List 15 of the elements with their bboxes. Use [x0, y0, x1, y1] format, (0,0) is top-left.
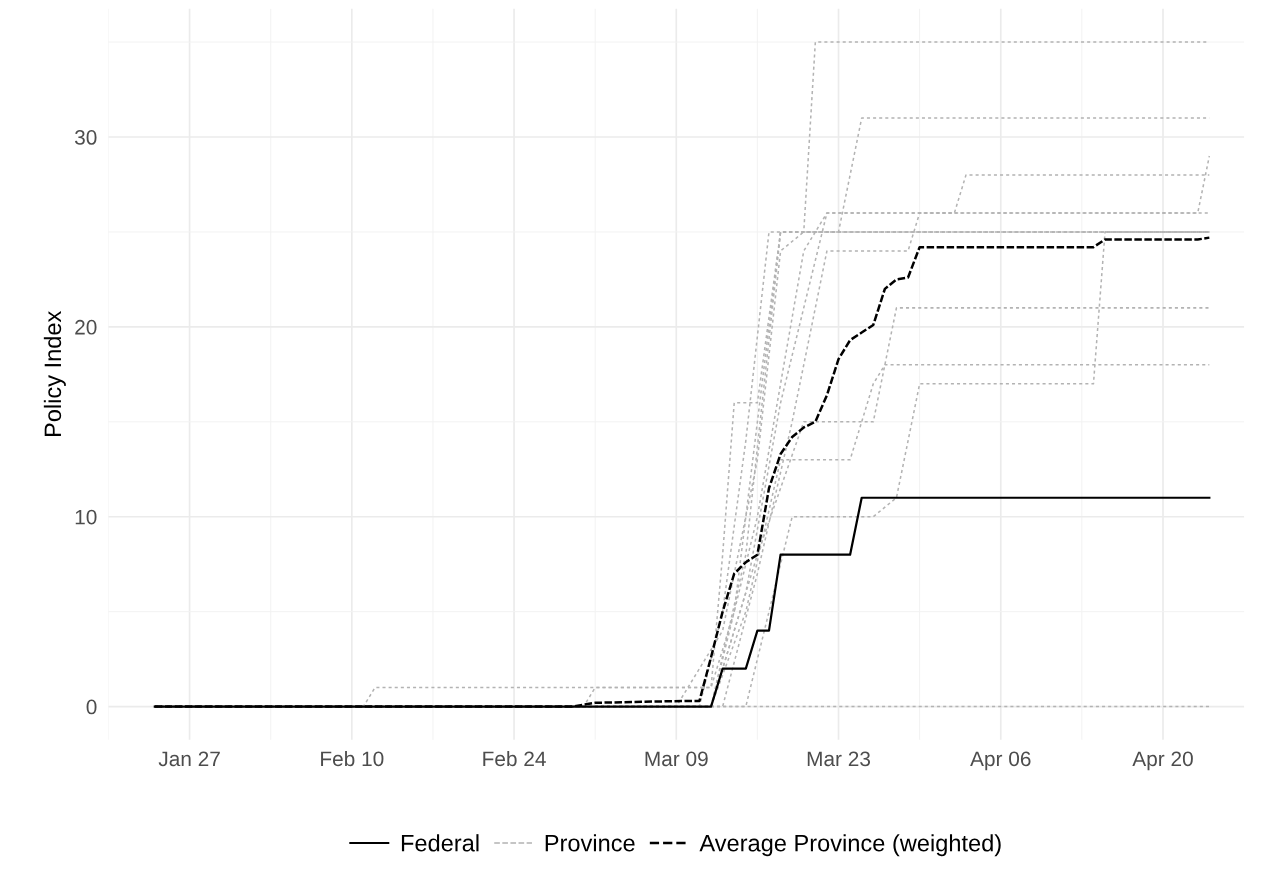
x-tick-label: Apr 20: [1132, 751, 1193, 771]
y-axis-title: Policy Index: [43, 310, 66, 437]
x-tick-label: Mar 09: [645, 751, 708, 767]
y-tick-label: 0: [86, 699, 97, 715]
legend-label: Province: [545, 834, 635, 852]
x-tick-label: Feb 24: [483, 750, 546, 767]
y-tick-label: 30: [74, 130, 97, 145]
y-tick-label: 20: [75, 319, 97, 335]
legend-label: Average Province (weighted): [699, 834, 1001, 857]
legend-label: Federal: [401, 834, 479, 852]
y-tick-label: 10: [75, 509, 97, 525]
x-tick-label: Feb 10: [321, 750, 384, 767]
x-tick-label: Jan 27: [158, 751, 220, 767]
x-tick-label: Mar 23: [807, 751, 871, 767]
x-tick-label: Apr 06: [970, 751, 1031, 771]
